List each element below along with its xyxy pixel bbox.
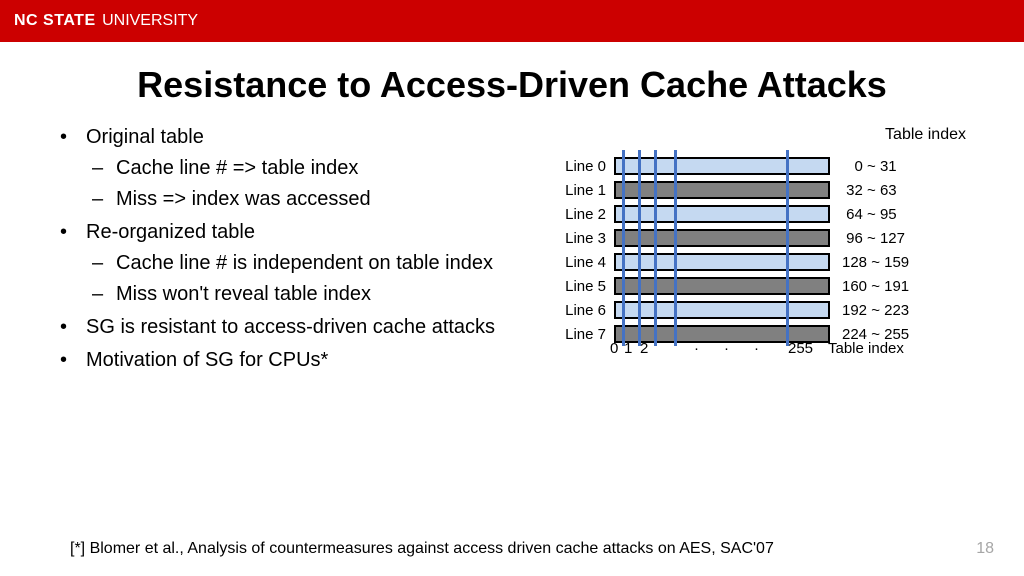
- cache-line-range: 192 ~ 223: [830, 302, 909, 319]
- cache-diagram: Table index Line 0 0 ~ 31Line 1 32 ~ 63L…: [550, 124, 994, 380]
- cache-line-label: Line 0: [560, 158, 614, 175]
- cache-line-bar: [614, 301, 830, 319]
- scale-number: 2: [640, 340, 648, 357]
- cache-line-range: 0 ~ 31: [830, 158, 897, 175]
- bullet-text: SG is resistant to access-driven cache a…: [86, 316, 495, 338]
- cache-line-label: Line 2: [560, 206, 614, 223]
- cache-line-range: 64 ~ 95: [830, 206, 897, 223]
- cache-line-row: Line 4 128 ~ 159: [560, 250, 950, 274]
- scale-number: ·: [694, 340, 699, 357]
- brand: NC STATE UNIVERSITY: [14, 12, 198, 30]
- bottom-scale: 012 · · · 255 Table index: [604, 340, 944, 358]
- cache-line-bar: [614, 277, 830, 295]
- cache-line-bar: [614, 157, 830, 175]
- cache-line-label: Line 4: [560, 254, 614, 271]
- brand-light: UNIVERSITY: [102, 12, 198, 29]
- cache-line-row: Line 1 32 ~ 63: [560, 178, 950, 202]
- brand-bold: NC STATE: [14, 12, 96, 29]
- cache-line-label: Line 3: [560, 230, 614, 247]
- cache-line-bar: [614, 181, 830, 199]
- cache-line-label: Line 1: [560, 182, 614, 199]
- cache-line-row: Line 2 64 ~ 95: [560, 202, 950, 226]
- bullet-item: Motivation of SG for CPUs*: [60, 347, 550, 374]
- cache-line-range: 32 ~ 63: [830, 182, 897, 199]
- cache-line-label: Line 6: [560, 302, 614, 319]
- bullet-text: Re-organized table: [86, 221, 255, 243]
- cache-line-row: Line 5 160 ~ 191: [560, 274, 950, 298]
- sub-bullet-item: Cache line # is independent on table ind…: [86, 250, 550, 277]
- header-bar: NC STATE UNIVERSITY: [0, 0, 1024, 42]
- slide-title: Resistance to Access-Driven Cache Attack…: [0, 64, 1024, 106]
- cache-line-label: Line 5: [560, 278, 614, 295]
- bullet-text: Motivation of SG for CPUs*: [86, 349, 328, 371]
- cache-line-row: Line 6 192 ~ 223: [560, 298, 950, 322]
- bullet-item: Original table Cache line # => table inde…: [60, 124, 550, 213]
- bottom-table-index-label: Table index: [828, 340, 904, 357]
- cache-line-range: 96 ~ 127: [830, 230, 905, 247]
- scale-number: 255: [788, 340, 813, 357]
- page-number: 18: [976, 540, 994, 558]
- sub-bullet-item: Miss => index was accessed: [86, 186, 550, 213]
- cache-line-row: Line 3 96 ~ 127: [560, 226, 950, 250]
- cache-line-bar: [614, 229, 830, 247]
- sub-bullet-item: Cache line # => table index: [86, 155, 550, 182]
- scale-number: ·: [754, 340, 759, 357]
- cache-line-bar: [614, 253, 830, 271]
- bullet-text: Original table: [86, 126, 204, 148]
- cache-line-range: 160 ~ 191: [830, 278, 909, 295]
- bullet-item: SG is resistant to access-driven cache a…: [60, 314, 550, 341]
- bullet-item: Re-organized table Cache line # is indepe…: [60, 219, 550, 308]
- scale-number: 0: [610, 340, 618, 357]
- cache-line-row: Line 0 0 ~ 31: [560, 154, 950, 178]
- content-area: Original table Cache line # => table inde…: [0, 106, 1024, 380]
- cache-line-bar: [614, 205, 830, 223]
- sub-bullet-item: Miss won't reveal table index: [86, 281, 550, 308]
- scale-number: ·: [724, 340, 729, 357]
- footnote: [*] Blomer et al., Analysis of counterme…: [70, 540, 774, 558]
- cache-line-range: 128 ~ 159: [830, 254, 909, 271]
- bullet-list: Original table Cache line # => table inde…: [60, 124, 550, 380]
- scale-number: 1: [624, 340, 632, 357]
- table-index-header: Table index: [885, 126, 966, 144]
